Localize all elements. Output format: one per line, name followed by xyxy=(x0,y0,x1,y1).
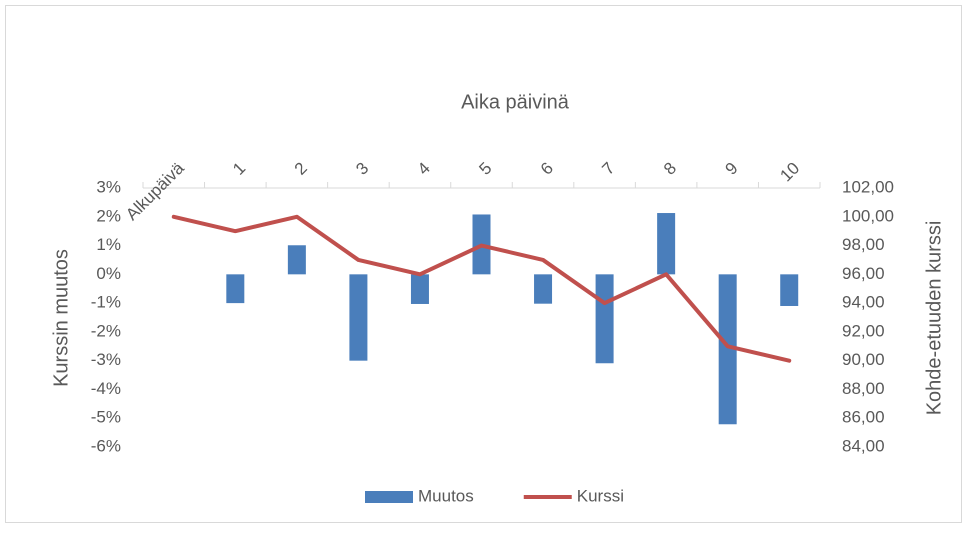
y-tick-label: 1% xyxy=(96,235,121,254)
legend-label: Kurssi xyxy=(577,486,624,505)
y2-tick-label: 100,00 xyxy=(842,206,894,225)
y-tick-label: -2% xyxy=(91,321,121,340)
y2-axis-title: Kohde-etuuden kurssi xyxy=(923,221,945,416)
y-tick-label: -1% xyxy=(91,293,121,312)
y2-tick-label: 86,00 xyxy=(842,408,885,427)
bar xyxy=(657,213,676,275)
line xyxy=(171,214,792,363)
y2-tick-label: 84,00 xyxy=(842,436,885,455)
bar xyxy=(595,274,614,364)
y-tick-label: 0% xyxy=(96,264,121,283)
bar xyxy=(410,274,429,304)
y2-tick-label: 94,00 xyxy=(842,293,885,312)
bar xyxy=(718,274,737,425)
bar xyxy=(534,274,553,304)
y2-tick-label: 98,00 xyxy=(842,235,885,254)
y-axis-title: Kurssin muutos xyxy=(50,249,72,387)
y-tick-label: -6% xyxy=(91,436,121,455)
legend-label: Muutos xyxy=(418,486,474,505)
y-tick-label: -3% xyxy=(91,350,121,369)
legend-swatch xyxy=(365,491,413,503)
y2-tick-label: 90,00 xyxy=(842,350,885,369)
y2-tick-label: 88,00 xyxy=(842,379,885,398)
bar xyxy=(226,274,245,304)
x-axis-title: Aika päivinä xyxy=(461,91,570,113)
y2-tick-label: 102,00 xyxy=(842,177,894,196)
y-tick-label: -5% xyxy=(91,408,121,427)
bar xyxy=(780,274,799,306)
y-tick-label: -4% xyxy=(91,379,121,398)
y-tick-label: 3% xyxy=(96,177,121,196)
bar xyxy=(349,274,368,361)
y2-tick-label: 96,00 xyxy=(842,264,885,283)
bar xyxy=(287,245,306,275)
y2-tick-label: 92,00 xyxy=(842,321,885,340)
y-tick-label: 2% xyxy=(96,206,121,225)
